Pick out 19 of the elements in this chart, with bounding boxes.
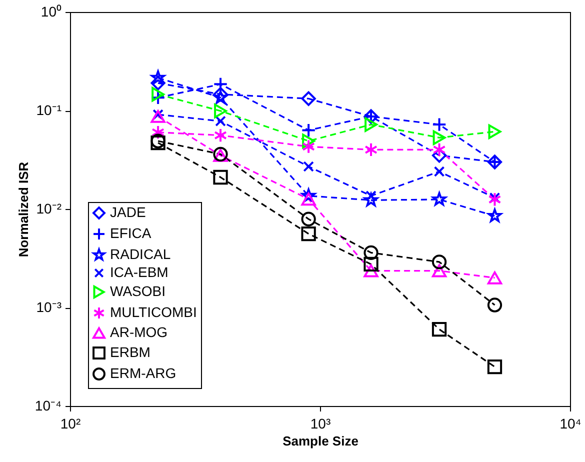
legend-label: RADICAL bbox=[110, 246, 171, 262]
y-tick-label: 10⁻² bbox=[36, 200, 62, 216]
y-tick-label: 10⁻³ bbox=[36, 299, 62, 315]
x-tick-label: 10² bbox=[60, 416, 81, 432]
legend-label: ERBM bbox=[110, 344, 150, 360]
x-tick-label: 10³ bbox=[310, 416, 331, 432]
legend-label: EFICA bbox=[110, 225, 152, 241]
y-axis-title: Normalized ISR bbox=[16, 161, 31, 258]
legend-label: WASOBI bbox=[110, 283, 166, 299]
y-tick-label: 10⁻⁴ bbox=[34, 398, 62, 414]
legend-label: MULTICOMBI bbox=[110, 304, 197, 320]
y-tick-label: 10⁰ bbox=[40, 4, 62, 20]
y-tick-label: 10⁻¹ bbox=[36, 102, 62, 118]
x-axis-title: Sample Size bbox=[282, 434, 358, 448]
legend-label: AR-MOG bbox=[110, 324, 168, 340]
legend-label: JADE bbox=[110, 204, 146, 220]
x-tick-label: 10⁴ bbox=[560, 416, 582, 432]
legend-label: ICA-EBM bbox=[110, 264, 168, 280]
legend-label: ERM-ARG bbox=[110, 365, 176, 381]
